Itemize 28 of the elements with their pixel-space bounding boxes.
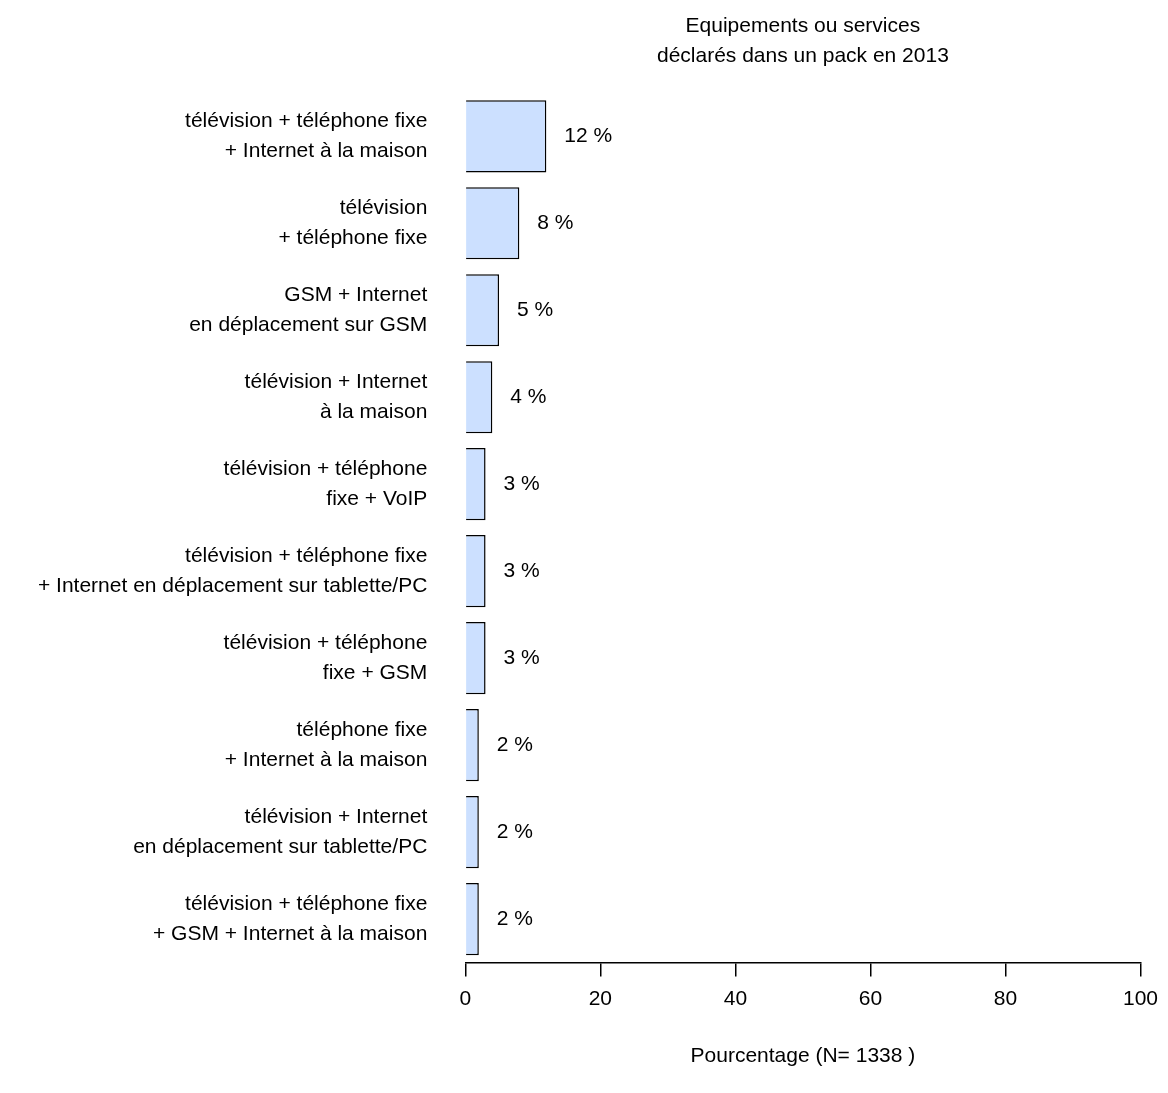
y-tick-label: téléphone fixe + Internet à la maison <box>224 716 428 771</box>
x-tick-label: 40 <box>723 986 748 1009</box>
y-tick-label: télévision + téléphone fixe <box>278 194 428 249</box>
y-tick-label: télévision + téléphone fixe + GSM + Internet à la maison <box>153 890 428 945</box>
y-tick-label: GSM + Internet en déplacement sur GSM <box>189 281 428 336</box>
data-label: 3 % <box>503 471 540 495</box>
y-tick-label: télévision + téléphone fixe + Internet en déplacement sur tablette/PC <box>37 542 428 597</box>
y-tick-label: télévision + Internet en déplacement sur tablette/PC <box>133 803 428 858</box>
data-label: 3 % <box>503 557 540 581</box>
data-label: 3 % <box>503 644 540 668</box>
y-tick-label: télévision + Internet à la maison <box>244 368 428 423</box>
data-label: 2 % <box>496 905 534 929</box>
x-tick-label: 0 <box>459 986 472 1009</box>
x-tick-label: 80 <box>993 986 1018 1009</box>
x-tick-label: 20 <box>588 986 613 1009</box>
y-tick-label: télévision + téléphone fixe + GSM <box>223 629 428 684</box>
y-tick-label: télévision + téléphone fixe + Internet à la maison <box>185 107 428 162</box>
data-label: 2 % <box>496 731 534 755</box>
y-tick-label: télévision + téléphone fixe + VoIP <box>223 455 428 510</box>
data-label: 4 % <box>510 384 547 408</box>
chart-title: Equipements ou services déclarés dans un pack en 2013 <box>656 13 949 66</box>
x-tick-label: 60 <box>858 986 883 1009</box>
x-axis-title: Pourcentage (N= 1338 ) <box>690 1043 916 1067</box>
x-tick-label: 100 <box>1122 986 1158 1009</box>
data-label: 12 % <box>564 123 613 147</box>
data-label: 2 % <box>496 818 534 842</box>
data-label: 5 % <box>517 297 554 321</box>
data-label: 8 % <box>537 210 574 234</box>
